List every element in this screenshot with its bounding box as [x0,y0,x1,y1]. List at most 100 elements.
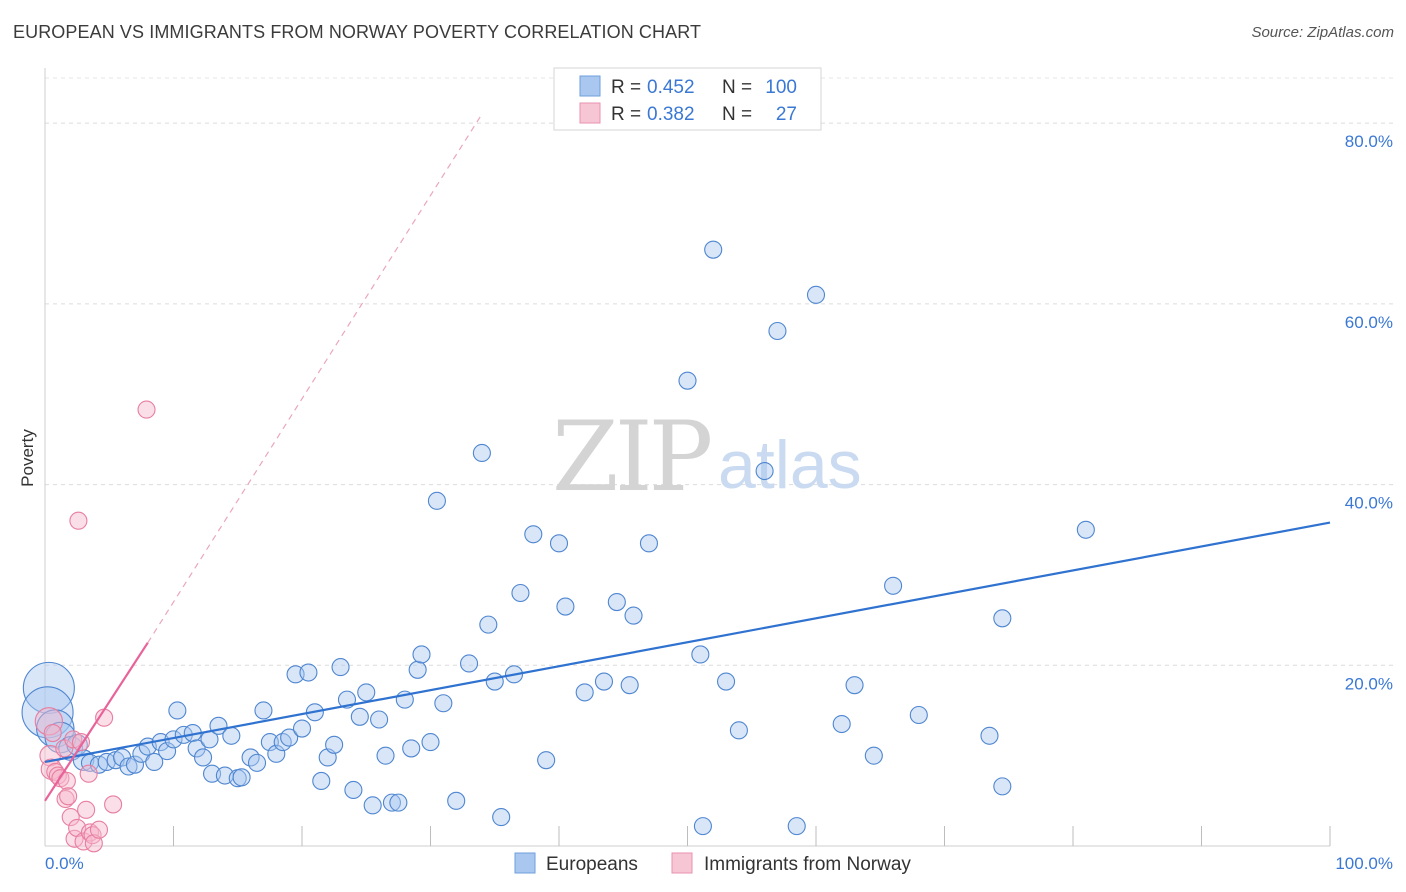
europeans-point [864,746,883,765]
europeans-point [247,753,267,772]
europeans-point [575,683,594,702]
series-legend: Europeans Immigrants from Norway [514,852,911,875]
norway-point [59,787,78,806]
norway-point [77,800,96,819]
europeans-point [357,683,376,702]
norway-point [43,724,62,743]
norway-point [61,808,80,827]
europeans-trend-line [44,521,1331,764]
grid-layer [45,77,1393,666]
points-layer [21,240,1095,853]
norway-point [137,400,156,419]
europeans-point [639,534,659,553]
europeans-point [845,676,864,695]
europeans-point [511,583,530,603]
europeans-point [421,733,440,752]
europeans-point [21,686,74,739]
europeans-point [434,694,453,713]
legend-n-value-2: 27 [776,104,797,125]
norway-trend-line [44,642,149,802]
europeans-point [492,808,511,827]
europeans-point [832,714,851,734]
europeans-point [194,748,213,767]
europeans-point [624,606,643,625]
europeans-point [691,645,710,664]
europeans-point [556,597,575,616]
legend-r-value-2: 0.382 [647,104,695,125]
europeans-point [325,735,344,754]
norway-point [84,834,103,853]
europeans-point [145,752,164,772]
europeans-point [168,701,187,720]
x-tick-label-max: 100.0% [1335,854,1393,873]
series-norway-points [34,400,156,853]
chart-source: Source: ZipAtlas.com [1251,24,1394,41]
y-tick-label: 80.0% [1345,132,1393,151]
europeans-point [620,676,639,695]
europeans-point [267,744,286,763]
europeans-point [884,576,903,595]
europeans-point [222,726,241,745]
europeans-point [363,796,382,815]
x-tick-label-min: 0.0% [45,854,84,873]
series-europeans-points [21,240,1095,836]
watermark: ZIP atlas [552,401,862,513]
europeans-point [132,744,151,763]
europeans-point [382,793,402,812]
chart-title: EUROPEAN VS IMMIGRANTS FROM NORWAY POVER… [13,22,702,42]
norway-point [89,820,109,839]
axes-layer: 20.0% 40.0% 60.0% 80.0% 0.0% 100.0% [44,68,1393,873]
europeans-point [408,660,427,679]
europeans-point [537,751,556,770]
europeans-point [755,461,774,481]
europeans-point [280,728,299,747]
europeans-point [331,658,350,677]
europeans-point [402,739,421,758]
europeans-point [312,771,331,790]
europeans-point [412,645,431,664]
legend-r-value-1: 0.452 [647,77,695,98]
europeans-point [980,726,999,745]
y-tick-label: 40.0% [1345,494,1393,513]
series-legend-swatch-europeans [514,852,536,874]
europeans-point [485,672,504,691]
europeans-point [1076,520,1095,539]
norway-point [34,707,64,736]
europeans-point [299,663,318,682]
norway-point [69,511,88,530]
europeans-point [427,491,446,510]
series-legend-norway: Immigrants from Norway [704,854,911,875]
europeans-point [370,710,389,729]
europeans-point [389,793,408,812]
europeans-point [787,817,806,836]
y-tick-label: 20.0% [1345,674,1393,693]
europeans-point [607,592,626,612]
y-tick-label: 60.0% [1345,313,1393,332]
europeans-point [22,661,75,714]
norway-trend-extension [147,113,483,644]
europeans-point [344,780,363,800]
europeans-point [729,721,748,740]
europeans-point [350,707,369,726]
y-axis-label: Poverty [18,429,37,487]
watermark-atlas: atlas [718,427,862,503]
europeans-point [260,733,279,752]
europeans-point [909,705,928,725]
legend-n-label-1: N = [722,77,752,98]
legend-swatch-europeans [579,75,601,97]
legend-n-value-1: 100 [765,77,797,98]
norway-point [48,766,67,785]
europeans-point [594,672,614,691]
europeans-point [993,777,1012,796]
europeans-point [993,609,1012,628]
europeans-point [158,742,177,761]
norway-point [104,795,123,814]
europeans-point [254,701,273,720]
correlation-legend: R = 0.452 N = 100 R = 0.382 N = 27 [553,67,822,131]
series-legend-europeans: Europeans [546,854,638,875]
europeans-point [549,534,569,553]
legend-swatch-norway [579,102,601,124]
europeans-point [232,768,251,787]
europeans-point [459,654,479,673]
